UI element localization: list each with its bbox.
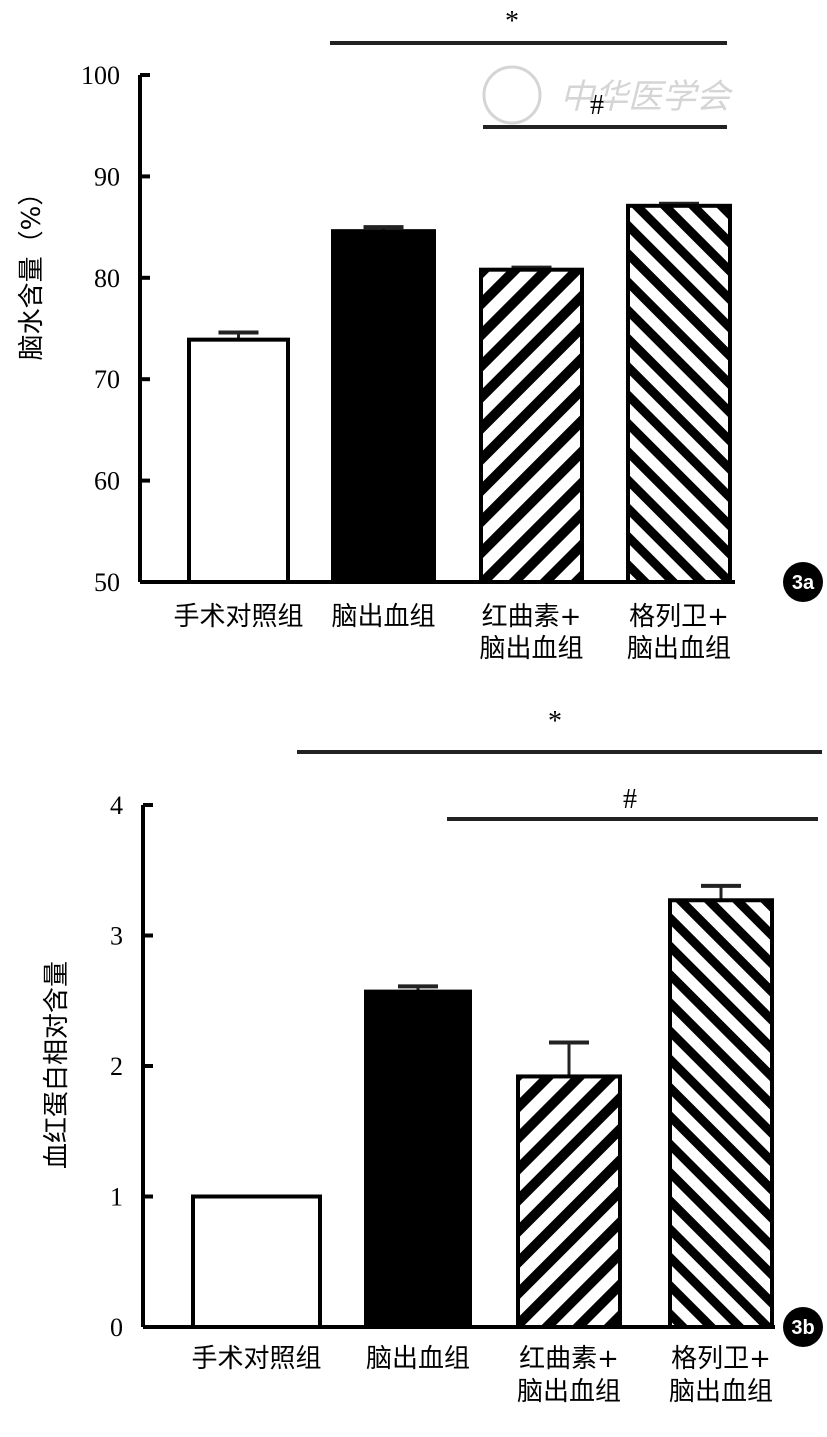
y-tick-label: 0 [110, 1313, 123, 1342]
bar [479, 267, 584, 584]
significance-marker: * [505, 6, 519, 37]
x-tick-label: 脑出血组 [627, 634, 731, 664]
x-tick-label: 红曲素+ [482, 602, 582, 632]
x-tick-label: 手术对照组 [173, 602, 303, 632]
y-axis-label: 血红蛋白相对含量 [42, 961, 72, 1169]
x-tick-label: 格列卫+ [671, 1344, 771, 1374]
x-tick-label: 红曲素+ [519, 1344, 619, 1374]
watermark: 中华医学会 [482, 65, 734, 125]
y-tick-label: 90 [94, 162, 120, 191]
y-tick-label: 4 [110, 791, 123, 820]
panel-label: 3b [791, 1317, 814, 1339]
bar [331, 229, 436, 584]
bar [626, 203, 732, 584]
panel-badge [783, 1307, 823, 1347]
x-tick-label: 脑出血组 [517, 1377, 621, 1407]
bar [364, 989, 472, 1329]
y-tick-label: 60 [94, 467, 120, 496]
x-tick-label: 手术对照组 [191, 1344, 321, 1374]
y-tick-label: 100 [81, 61, 120, 90]
bar [191, 1194, 322, 1329]
y-tick-label: 3 [110, 922, 123, 951]
y-tick-label: 2 [110, 1052, 123, 1081]
panel-badge [783, 562, 823, 602]
y-tick-label: 1 [110, 1183, 123, 1212]
y-axis-label: 脑水含量（%） [17, 180, 47, 361]
significance-marker: # [590, 90, 604, 121]
bar [516, 1074, 622, 1329]
bar [187, 337, 290, 584]
panel-label: 3a [792, 572, 815, 594]
bar [668, 898, 774, 1329]
watermark-text: 中华医学会 [560, 77, 734, 117]
y-tick-label: 70 [94, 365, 120, 394]
y-tick-label: 80 [94, 264, 120, 293]
y-tick-label: 50 [94, 568, 120, 597]
x-tick-label: 脑出血组 [479, 634, 583, 664]
x-tick-label: 脑出血组 [669, 1377, 773, 1407]
x-tick-label: 脑出血组 [366, 1344, 470, 1374]
x-tick-label: 脑出血组 [331, 602, 435, 632]
significance-marker: # [623, 784, 637, 815]
x-tick-label: 格列卫+ [629, 602, 729, 632]
significance-marker: * [548, 706, 562, 737]
